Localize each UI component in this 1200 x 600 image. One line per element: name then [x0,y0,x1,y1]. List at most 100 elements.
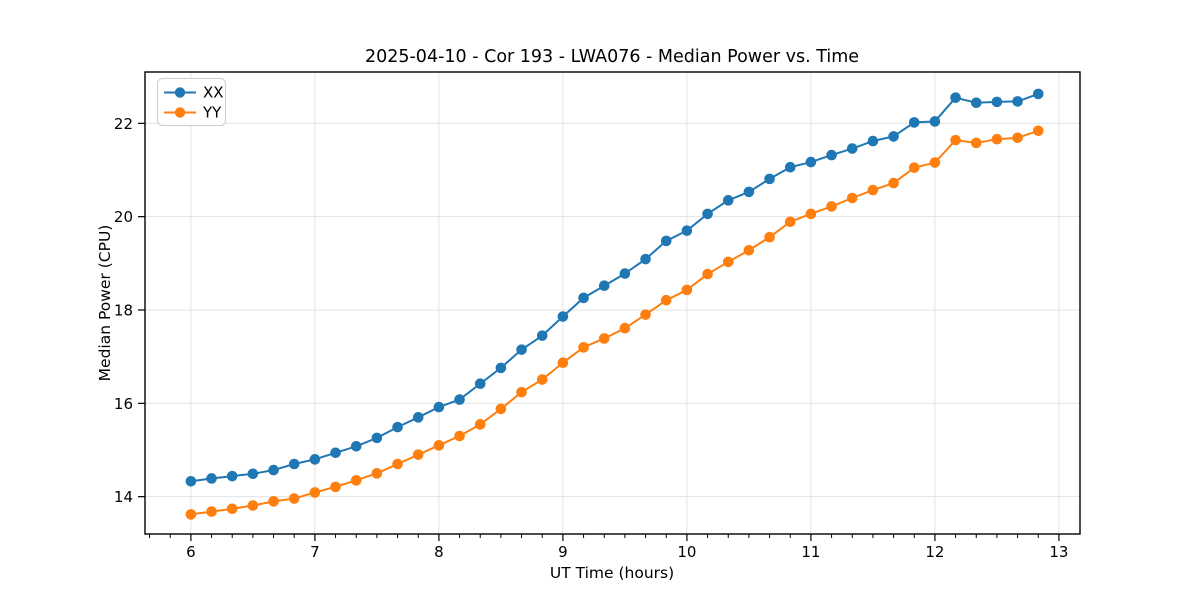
data-point-yy [412,449,424,460]
data-point-yy [557,357,569,369]
data-point-yy [433,440,445,451]
data-point-xx [247,468,259,480]
data-point-yy [619,322,631,334]
data-point-xx [908,117,920,128]
data-point-xx [268,464,279,476]
data-point-yy [846,192,858,204]
data-point-yy [371,468,383,479]
data-point-yy [392,458,403,470]
legend-marker-xx-icon [174,87,186,98]
x-tick-label: 12 [925,543,944,561]
data-point-xx [454,394,465,405]
data-point-yy [516,386,527,398]
data-point-yy [640,309,651,320]
data-point-xx [722,195,734,206]
legend-marker-yy-icon [174,107,186,118]
data-point-yy [743,244,755,256]
data-point-yy [268,496,279,507]
data-point-yy [950,134,961,146]
data-point-xx [433,401,445,413]
y-tick-label: 16 [114,395,133,413]
data-point-xx [950,92,961,103]
data-point-yy [722,256,734,268]
data-point-xx [991,96,1003,108]
data-point-yy [288,493,300,504]
data-point-yy [784,216,796,228]
x-tick-label: 9 [558,543,568,561]
chart-title: 2025-04-10 - Cor 193 - LWA076 - Median P… [365,47,859,67]
x-tick-label: 6 [186,543,196,561]
data-point-xx [371,432,383,444]
data-series [185,88,1044,520]
data-point-xx [929,116,941,127]
data-point-yy [536,374,548,385]
data-point-xx [598,280,610,292]
data-point-xx [288,458,300,470]
data-point-yy [888,177,899,189]
y-axis-label: Median Power (CPU) [96,225,114,382]
data-point-yy [226,503,238,515]
data-point-yy [681,284,693,296]
data-point-xx [764,173,775,185]
data-point-xx [578,292,589,304]
data-point-yy [660,294,672,306]
y-tick-label: 18 [114,302,133,320]
data-point-xx [681,225,693,236]
data-point-xx [867,135,879,147]
data-point-xx [1012,96,1023,107]
data-point-xx [826,149,837,161]
x-tick-label: 13 [1049,543,1068,561]
data-point-xx [888,131,899,142]
x-tick-label: 11 [801,543,820,561]
data-point-xx [226,470,238,482]
data-point-yy [702,268,713,280]
x-axis-label: UT Time (hours) [550,564,674,582]
plot-border [144,71,1081,535]
data-point-yy [826,201,837,212]
legend-label-yy: YY [202,104,222,122]
series-line-xx [189,92,1040,483]
data-point-xx [743,186,755,198]
legend: XX YY [157,78,226,126]
legend-box [157,78,226,126]
data-point-xx [206,473,217,484]
data-point-xx [784,161,796,173]
y-tick-label: 14 [114,488,133,506]
axis-ticks: 6 7 8 9 10 11 12 13 14 16 18 20 22 [114,115,1069,561]
x-tick-label: 7 [310,543,320,561]
data-point-yy [1012,132,1023,144]
data-point-yy [764,231,775,243]
data-point-xx [392,421,403,433]
data-point-yy [598,333,610,344]
data-point-yy [206,506,217,517]
data-point-xx [516,344,527,355]
data-point-yy [970,137,982,149]
data-point-xx [1032,88,1044,100]
data-point-xx [474,378,486,390]
data-point-yy [330,481,341,493]
data-point-yy [867,184,879,196]
data-point-yy [805,208,817,220]
y-tick-label: 20 [114,208,133,226]
data-point-yy [350,475,362,486]
data-point-xx [330,447,341,459]
gridlines [145,72,1080,534]
data-point-yy [578,342,589,353]
data-point-xx [412,412,424,423]
y-tick-label: 22 [114,115,133,133]
data-point-xx [557,311,569,322]
data-point-xx [660,235,672,247]
data-point-xx [536,330,548,341]
data-point-xx [702,208,713,220]
data-point-xx [970,97,982,109]
data-point-yy [908,162,920,173]
data-point-yy [474,419,486,430]
data-point-xx [495,362,507,374]
data-point-yy [454,430,465,442]
data-point-xx [805,156,817,168]
data-point-yy [247,500,259,511]
data-point-xx [640,253,651,265]
legend-label-xx: XX [203,84,224,102]
data-point-yy [309,487,321,498]
data-point-yy [991,133,1003,145]
